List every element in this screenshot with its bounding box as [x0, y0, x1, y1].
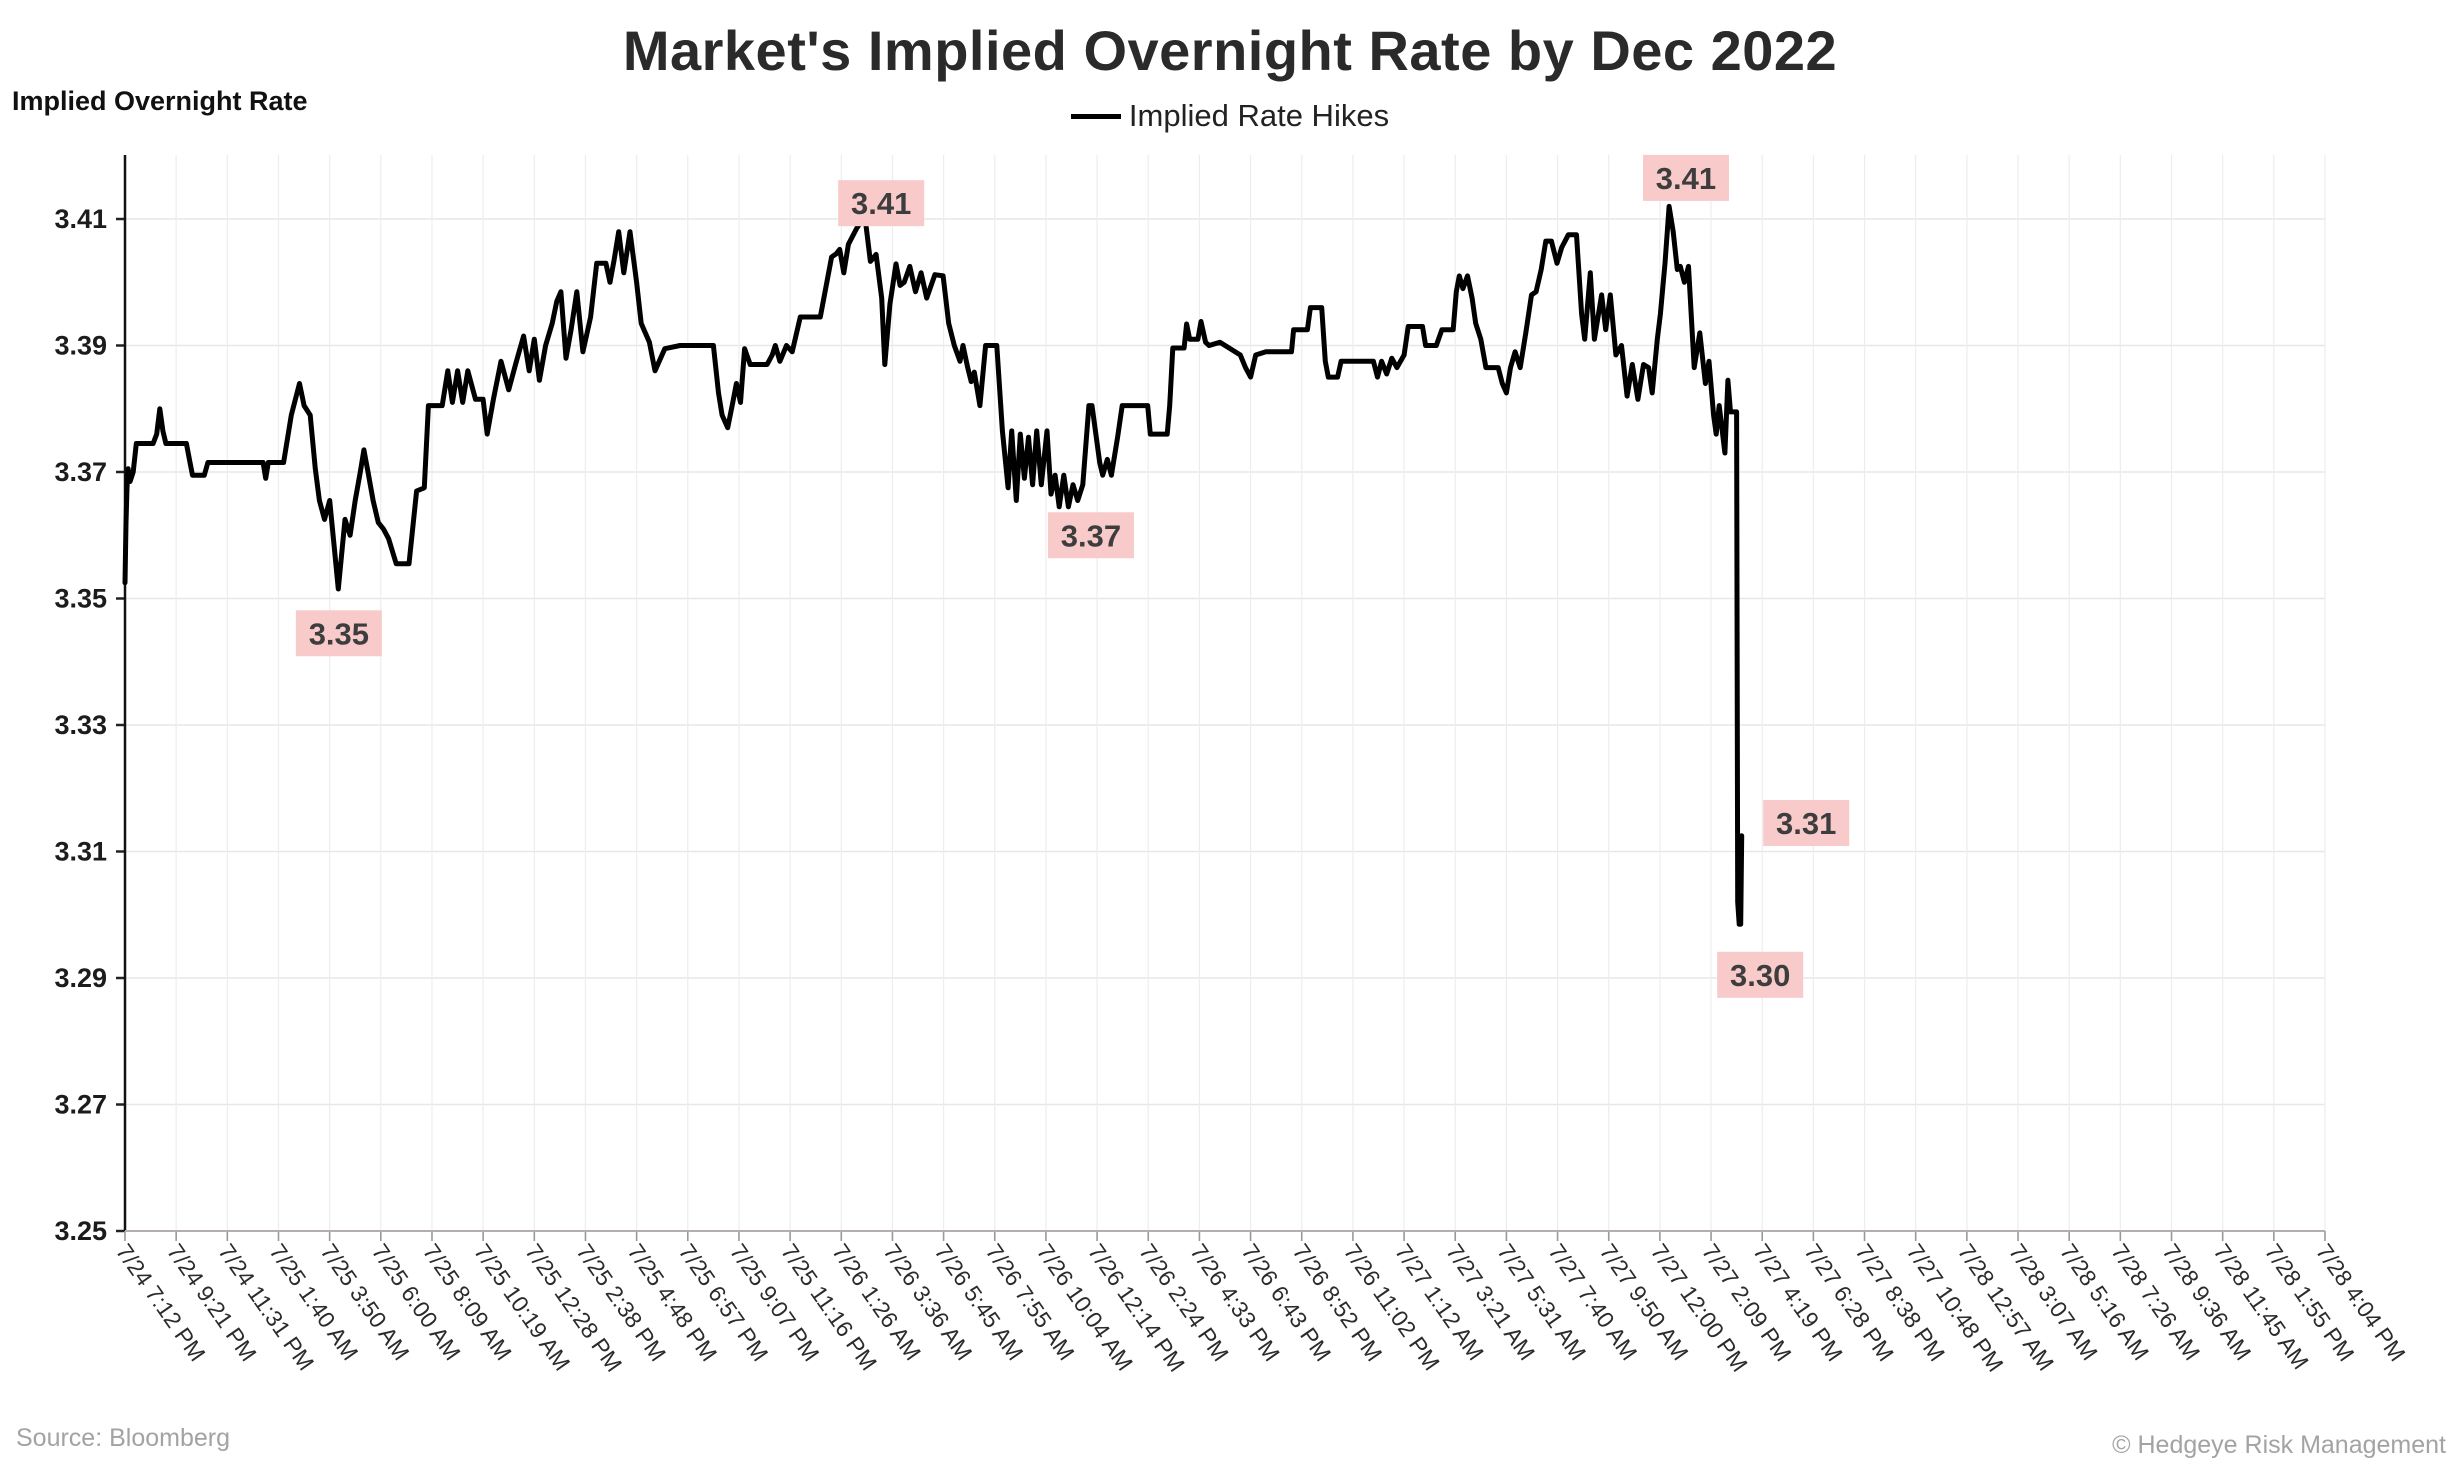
annotation-3.30: 3.30	[1717, 951, 1804, 998]
annotation-label: 3.41	[851, 186, 911, 221]
y-tick-label: 3.37	[54, 457, 107, 487]
annotation-label: 3.31	[1776, 806, 1836, 841]
legend-item-label: Implied Rate Hikes	[1128, 98, 1390, 133]
source-note: Source: Bloomberg	[16, 1424, 231, 1452]
annotation-bg	[1717, 951, 1804, 998]
annotation-label: 3.35	[309, 616, 369, 651]
y-tick-label: 3.39	[54, 331, 107, 361]
y-tick-label: 3.27	[54, 1090, 107, 1120]
annotation-3.41: 3.41	[1642, 154, 1729, 201]
annotation-label: 3.41	[1656, 161, 1716, 196]
copyright-note: © Hedgeye Risk Management	[2112, 1431, 2446, 1459]
annotation-3.35: 3.35	[295, 610, 382, 657]
annotation-bg	[838, 180, 925, 227]
y-tick-label: 3.33	[54, 710, 107, 740]
y-axis-title: Implied Overnight Rate	[12, 86, 308, 116]
legend-line-swatch-icon	[1070, 113, 1121, 119]
annotation-bg	[1642, 154, 1729, 201]
y-tick-label: 3.41	[54, 204, 107, 234]
y-tick-label: 3.25	[54, 1216, 107, 1246]
y-tick-label: 3.31	[54, 837, 107, 867]
annotation-3.31: 3.31	[1763, 800, 1850, 847]
y-tick-label: 3.29	[54, 963, 107, 993]
annotation-bg	[295, 610, 382, 657]
annotation-bg	[1047, 512, 1134, 559]
page-title: Market's Implied Overnight Rate by Dec 2…	[622, 19, 1838, 82]
annotation-3.37: 3.37	[1047, 512, 1134, 559]
legend-item-implied-rate-hikes[interactable]: Implied Rate Hikes	[1070, 98, 1390, 134]
implied-rate-line	[122, 203, 1745, 927]
annotation-label: 3.30	[1730, 958, 1790, 993]
y-tick-label: 3.35	[54, 584, 107, 614]
annotation-3.41: 3.41	[838, 180, 925, 227]
annotation-label: 3.37	[1061, 518, 1121, 553]
legend: Implied Rate Hikes	[0, 98, 2460, 134]
annotation-bg	[1763, 800, 1850, 847]
